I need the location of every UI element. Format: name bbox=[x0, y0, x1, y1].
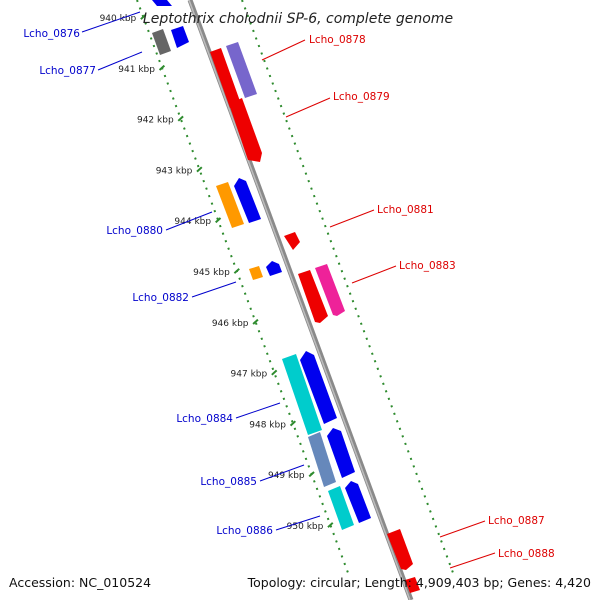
leader-line-0881 bbox=[329, 209, 375, 228]
leader-line-0877 bbox=[97, 51, 143, 71]
tick-mark bbox=[308, 471, 315, 478]
tick-label: 946 kbp bbox=[212, 319, 249, 329]
leader-line-0883 bbox=[351, 265, 397, 284]
genome-backbone bbox=[187, 0, 414, 600]
leader-line-0882 bbox=[191, 281, 237, 298]
gene-labels: Lcho_0876 Lcho_0877 Lcho_0878 Lcho_0879 … bbox=[23, 28, 554, 560]
feature-lcho-0877[interactable] bbox=[152, 29, 171, 55]
feature-lcho-0883-magenta[interactable] bbox=[315, 264, 345, 316]
feature-lcho-0884-cyan[interactable] bbox=[282, 354, 322, 435]
tick-mark bbox=[140, 14, 147, 20]
leader-line-0880 bbox=[165, 211, 213, 231]
tick-mark bbox=[215, 217, 222, 224]
feature-lcho-0881[interactable] bbox=[284, 232, 300, 250]
gene-label-lcho-0877[interactable]: Lcho_0877 bbox=[39, 65, 96, 77]
leader-lines bbox=[81, 11, 496, 569]
tick-mark bbox=[196, 166, 203, 173]
outer-dotted-line-right bbox=[241, 0, 455, 574]
tick-mark bbox=[289, 420, 297, 427]
gene-label-lcho-0888[interactable]: Lcho_0888 bbox=[498, 548, 555, 560]
feature-layer bbox=[152, 0, 420, 593]
gene-label-lcho-0886[interactable]: Lcho_0886 bbox=[216, 525, 273, 537]
tick-label: 942 kbp bbox=[137, 116, 174, 126]
tick-mark bbox=[158, 64, 166, 71]
tick-label: 950 kbp bbox=[287, 522, 324, 532]
genome-backbone-highlight bbox=[188, 0, 411, 600]
feature-lcho-0880-blue[interactable] bbox=[234, 178, 261, 223]
tick-label: 947 kbp bbox=[231, 370, 268, 380]
feature-lcho-0887[interactable] bbox=[387, 529, 413, 570]
tick-mark bbox=[327, 522, 334, 528]
feature-lcho-0885-steel[interactable] bbox=[308, 432, 336, 487]
feature-lcho-0878-purple[interactable] bbox=[226, 42, 257, 98]
feature-lcho-0878-red[interactable] bbox=[210, 48, 241, 108]
tick-mark bbox=[271, 369, 278, 376]
tick-label: 948 kbp bbox=[249, 420, 286, 430]
tick-label: 943 kbp bbox=[156, 166, 193, 176]
leader-line-0879 bbox=[285, 97, 331, 118]
gene-label-lcho-0879[interactable]: Lcho_0879 bbox=[333, 91, 390, 103]
map-title: Leptothrix cholodnii SP-6, complete geno… bbox=[143, 11, 453, 27]
leader-line-0886 bbox=[275, 515, 321, 531]
gene-label-lcho-0882[interactable]: Lcho_0882 bbox=[132, 292, 189, 304]
leader-line-0876 bbox=[81, 11, 141, 33]
accession-text: Accession: NC_010524 bbox=[9, 575, 151, 590]
tick-mark bbox=[252, 318, 259, 325]
tick-mark bbox=[177, 115, 184, 122]
gene-label-lcho-0880[interactable]: Lcho_0880 bbox=[106, 225, 163, 237]
feature-lcho-0884-blue[interactable] bbox=[300, 351, 337, 424]
gene-label-lcho-0878[interactable]: Lcho_0878 bbox=[309, 34, 366, 46]
leader-line-0887 bbox=[439, 520, 486, 538]
gene-label-lcho-0884[interactable]: Lcho_0884 bbox=[176, 413, 233, 425]
gene-label-lcho-0881[interactable]: Lcho_0881 bbox=[377, 204, 434, 216]
tick-mark bbox=[233, 268, 240, 274]
leader-line-0884 bbox=[235, 402, 281, 419]
gene-label-lcho-0876[interactable]: Lcho_0876 bbox=[23, 28, 80, 40]
tick-label: 944 kbp bbox=[174, 217, 211, 227]
feature-lcho-0888[interactable] bbox=[405, 577, 420, 593]
leader-line-0888 bbox=[449, 552, 496, 569]
feature-lcho-0886-blue[interactable] bbox=[345, 481, 371, 523]
leader-line-0878 bbox=[261, 39, 306, 61]
feature-lcho-0876-a[interactable] bbox=[152, 0, 172, 6]
feature-lcho-0876-b[interactable] bbox=[171, 26, 189, 48]
tick-label: 941 kbp bbox=[118, 65, 155, 75]
tick-label: 940 kbp bbox=[100, 14, 137, 24]
gene-label-lcho-0885[interactable]: Lcho_0885 bbox=[200, 476, 257, 488]
tick-label: 949 kbp bbox=[268, 471, 305, 481]
feature-lcho-0880-orange[interactable] bbox=[216, 182, 244, 228]
feature-lcho-0882-blue[interactable] bbox=[266, 261, 282, 276]
feature-lcho-0882-orange[interactable] bbox=[249, 266, 263, 280]
feature-lcho-0879[interactable] bbox=[229, 98, 262, 162]
gene-label-lcho-0887[interactable]: Lcho_0887 bbox=[488, 515, 545, 527]
tick-label: 945 kbp bbox=[193, 268, 230, 278]
leader-line-0885 bbox=[259, 464, 305, 482]
feature-lcho-0885-blue[interactable] bbox=[327, 428, 355, 478]
tick-layer: 940 kbp 941 kbp 942 kbp 943 kbp 944 kbp 945 k… bbox=[100, 14, 334, 532]
gene-label-lcho-0883[interactable]: Lcho_0883 bbox=[399, 260, 456, 272]
topology-summary-text: Topology: circular; Length: 4,909,403 bp… bbox=[247, 575, 591, 590]
feature-lcho-0886-cyan[interactable] bbox=[328, 486, 354, 530]
feature-lcho-0883-red[interactable] bbox=[298, 270, 328, 323]
